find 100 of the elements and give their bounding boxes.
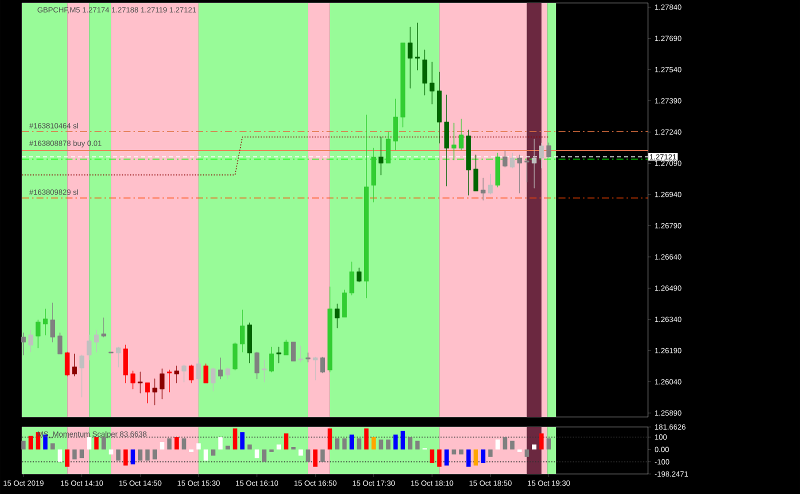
candlestick (415, 22, 420, 70)
bar (364, 428, 369, 450)
candlestick (364, 114, 369, 298)
candlestick (436, 72, 442, 144)
bar (328, 428, 332, 450)
candlestick (36, 320, 40, 348)
candlestick (210, 368, 216, 392)
candlestick (72, 354, 77, 376)
candlestick (196, 358, 201, 394)
candlestick (64, 352, 70, 376)
bar (371, 437, 376, 450)
candlestick (488, 174, 493, 194)
bar (269, 449, 274, 452)
candlestick (371, 148, 376, 202)
bar (546, 438, 551, 450)
candlestick (510, 152, 515, 168)
candlestick (188, 364, 194, 384)
bar (350, 434, 354, 450)
bar (72, 449, 77, 460)
bar (65, 449, 70, 467)
bar (108, 449, 114, 454)
bar (160, 442, 164, 450)
candlestick (473, 154, 478, 192)
bar (524, 449, 530, 457)
candlestick (254, 352, 260, 380)
candlestick (539, 142, 544, 168)
bar (474, 449, 478, 466)
bar (210, 449, 216, 456)
candlestick (218, 358, 223, 380)
bar (204, 449, 208, 461)
candlestick (422, 50, 428, 96)
bar (356, 438, 362, 450)
bar (182, 438, 186, 450)
bar (116, 449, 121, 461)
candlestick (458, 118, 464, 150)
bar (517, 449, 522, 452)
candlestick (203, 364, 208, 384)
bar (496, 440, 500, 450)
candlestick (58, 332, 62, 354)
bar (58, 449, 62, 462)
candlestick (430, 62, 434, 104)
bar (430, 449, 434, 464)
bar (174, 437, 179, 450)
bar (130, 449, 136, 464)
bar (50, 443, 55, 450)
bar (480, 449, 486, 464)
candlestick (50, 302, 56, 342)
candlestick (123, 344, 128, 384)
bar (240, 432, 245, 450)
bar (466, 449, 471, 467)
bar (320, 449, 325, 462)
candlestick (240, 310, 245, 352)
candlestick (386, 132, 391, 164)
candlestick (232, 342, 238, 370)
bar (196, 443, 201, 450)
candlestick (495, 152, 500, 188)
bar (123, 449, 128, 466)
bar (452, 449, 456, 454)
candlestick (328, 286, 332, 372)
candlestick (546, 142, 552, 158)
candlestick (130, 370, 136, 390)
bar (400, 430, 406, 450)
bar (189, 449, 194, 452)
bar (247, 444, 252, 450)
bar (393, 434, 398, 450)
bar (444, 449, 449, 466)
candlestick (42, 308, 48, 336)
candlestick (502, 150, 508, 168)
bar (145, 449, 150, 461)
bar (291, 446, 296, 450)
candlestick (174, 366, 180, 384)
bar (102, 437, 106, 450)
bar (276, 444, 282, 450)
candlestick (94, 330, 99, 352)
candlestick (225, 368, 230, 380)
bar (488, 449, 493, 457)
candlestick (291, 342, 296, 362)
bar (502, 437, 508, 450)
bar (386, 440, 390, 450)
bar (218, 437, 223, 450)
bar (152, 449, 157, 460)
bar (28, 436, 33, 450)
bar (378, 440, 384, 450)
candlestick (356, 268, 362, 282)
bar (80, 449, 84, 458)
candlestick (182, 364, 186, 382)
bar (335, 438, 340, 450)
bar (86, 437, 92, 450)
bar (532, 444, 536, 450)
candlestick (247, 322, 252, 364)
bar (342, 438, 347, 450)
candlestick (334, 304, 340, 328)
candlestick (393, 98, 398, 150)
candlestick (400, 42, 406, 128)
candlestick (160, 368, 164, 400)
candlestick (349, 262, 354, 296)
bar (284, 433, 288, 450)
bar (94, 437, 99, 450)
bar (298, 449, 303, 456)
candlestick (342, 290, 347, 318)
